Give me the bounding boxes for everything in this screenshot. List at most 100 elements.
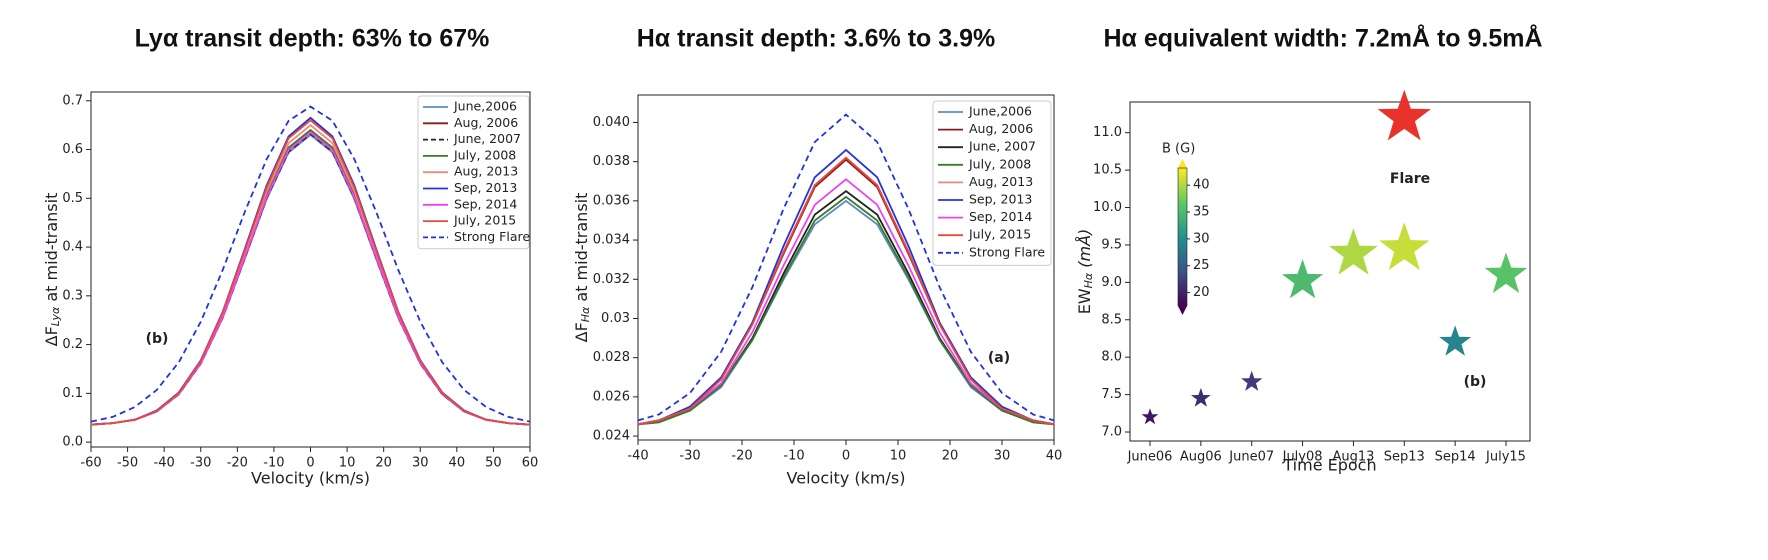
colorbar-segment: [1178, 240, 1187, 245]
colorbar-segment: [1178, 243, 1187, 248]
colorbar-segment: [1178, 237, 1187, 241]
annotation: (b): [1464, 374, 1487, 390]
colorbar-segment: [1178, 192, 1187, 197]
y-label-sub: Hα: [1082, 272, 1095, 288]
y-tick-label: 0.032: [593, 272, 630, 287]
star-marker: [1329, 228, 1378, 275]
chart-title: Hα transit depth: 3.6% to 3.9%: [637, 25, 995, 53]
series-line: [90, 119, 531, 426]
legend-box: [417, 95, 530, 250]
plot-frame: [1129, 101, 1531, 442]
y-tick-label: 9.0: [1101, 275, 1122, 290]
x-tick-label: 30: [412, 456, 429, 471]
y-tick-label: 7.5: [1101, 387, 1122, 402]
colorbar-segment: [1178, 223, 1187, 228]
legend-label: Aug, 2006: [969, 121, 1033, 136]
x-tick-label: 50: [485, 456, 502, 471]
colorbar-segment: [1178, 205, 1187, 210]
x-tick-label: June07: [1228, 450, 1274, 465]
y-tick-label: 10.0: [1093, 200, 1122, 215]
y-tick-label: 0.036: [593, 193, 630, 208]
y-tick-label: 0.028: [593, 350, 630, 365]
colorbar-segment: [1178, 299, 1187, 304]
y-tick-label: 8.5: [1101, 312, 1122, 327]
x-tick-label: 30: [994, 449, 1011, 464]
legend-label: Aug, 2013: [969, 174, 1033, 189]
x-tick-label: 40: [449, 456, 466, 471]
x-tick-label: -10: [783, 449, 804, 464]
legend-label: July, 2008: [968, 156, 1031, 171]
colorbar-segment: [1178, 185, 1187, 190]
y-tick-label: 0.2: [62, 337, 83, 352]
y-label-rest: (mÅ): [1075, 229, 1094, 273]
x-tick-label: July08: [1282, 450, 1323, 465]
colorbar-tick-label: 25: [1193, 258, 1210, 273]
x-tick-label: -20: [227, 456, 248, 471]
colorbar-segment: [1178, 202, 1187, 207]
colorbar-segment: [1178, 199, 1187, 203]
y-label-rest: at mid-transit: [572, 193, 591, 307]
y-tick-label: 0.034: [593, 233, 630, 248]
colorbar-tick-label: 35: [1193, 205, 1210, 220]
x-tick-label: 20: [375, 456, 392, 471]
colorbar-segment: [1178, 285, 1187, 290]
y-tick-label: 0.4: [62, 240, 83, 255]
x-tick-label: -10: [263, 456, 284, 471]
series-line: [637, 178, 1055, 426]
colorbar-segment: [1178, 226, 1187, 231]
legend-label: Sep, 2013: [454, 180, 517, 195]
legend-label: July, 2015: [968, 227, 1031, 242]
colorbar-segment: [1178, 178, 1187, 183]
flare-marker: [1377, 89, 1431, 141]
x-tick-label: June06: [1127, 450, 1173, 465]
y-tick-label: 9.5: [1101, 237, 1122, 252]
legend-box: [932, 100, 1052, 266]
y-axis-label: ΔFLyα at mid-transit: [42, 193, 63, 347]
legend-label: June,2006: [453, 99, 517, 114]
legend-label: Sep, 2014: [454, 196, 517, 211]
x-tick-label: Aug06: [1180, 450, 1222, 465]
y-tick-label: 0.026: [593, 389, 630, 404]
colorbar-segment: [1178, 247, 1187, 252]
colorbar-label: B (G): [1162, 142, 1195, 157]
colorbar-segment: [1178, 274, 1187, 279]
y-tick-label: 0.5: [62, 191, 83, 206]
y-tick-label: 8.0: [1101, 350, 1122, 365]
y-tick-label: 0.6: [62, 142, 83, 157]
annotation: (a): [988, 350, 1010, 366]
legend-label: June, 2007: [968, 139, 1036, 154]
y-tick-label: 0.0: [62, 435, 83, 450]
x-tick-label: 10: [890, 449, 907, 464]
annotation: (b): [146, 331, 169, 347]
x-tick-label: -40: [154, 456, 175, 471]
x-axis-label: Velocity (km/s): [251, 469, 370, 488]
y-label-main: EW: [1075, 288, 1094, 314]
colorbar-segment: [1178, 250, 1187, 255]
colorbar-segment: [1178, 268, 1187, 272]
colorbar-segment: [1178, 209, 1187, 214]
colorbar-extend: [1178, 159, 1187, 168]
colorbar-segment: [1178, 292, 1187, 297]
legend-label: Sep, 2014: [969, 209, 1032, 224]
star-marker: [1379, 222, 1430, 270]
y-tick-label: 0.024: [593, 429, 630, 444]
colorbar-segment: [1178, 281, 1187, 286]
series-line: [90, 105, 531, 423]
legend-label: Sep, 2013: [969, 192, 1032, 207]
series-line: [637, 113, 1055, 422]
star-marker: [1191, 387, 1211, 407]
x-tick-label: 20: [942, 449, 959, 464]
legend-label: Strong Flare: [969, 244, 1045, 259]
y-tick-label: 10.5: [1093, 163, 1122, 178]
colorbar-segment: [1178, 216, 1187, 221]
colorbar-segment: [1178, 261, 1187, 266]
legend-label: Aug, 2013: [454, 164, 518, 179]
x-tick-label: -20: [731, 449, 752, 464]
legend-label: June, 2007: [453, 131, 521, 146]
colorbar-segment: [1178, 264, 1187, 269]
colorbar-segment: [1178, 171, 1187, 176]
y-tick-label: 0.3: [62, 288, 83, 303]
colorbar-segment: [1178, 288, 1187, 293]
x-tick-label: -60: [80, 456, 101, 471]
